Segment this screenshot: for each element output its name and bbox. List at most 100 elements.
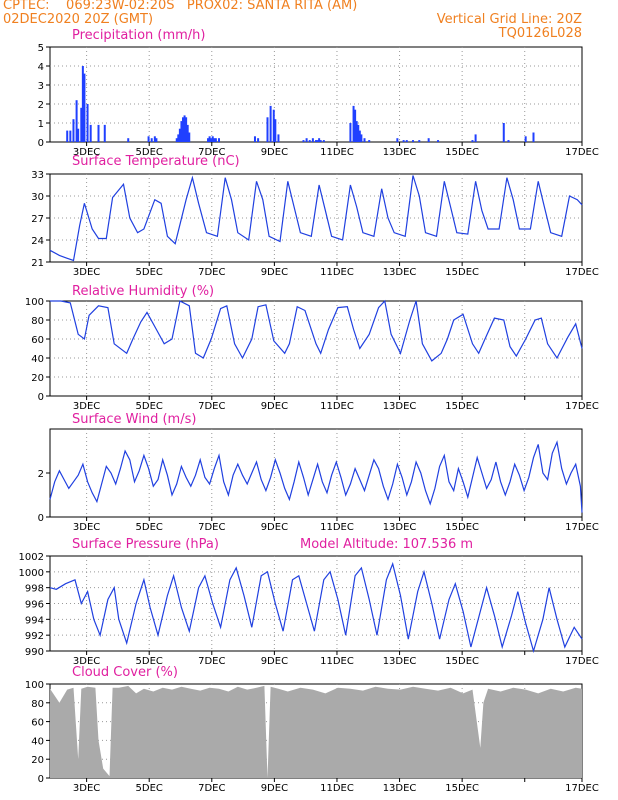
y-tick-label: 0: [38, 513, 44, 524]
precip-bar: [360, 134, 363, 142]
y-tick-label: 40: [31, 736, 44, 747]
precip-bar: [274, 119, 277, 142]
x-tick-label: 9DEC: [261, 783, 288, 794]
x-tick-label: 3DEC: [73, 783, 100, 794]
precip-bar: [80, 107, 83, 142]
precip-bar: [315, 140, 317, 142]
precip-bar: [86, 104, 89, 142]
x-tick-label: 7DEC: [198, 147, 225, 158]
precip-bar: [89, 124, 92, 142]
precip-bar: [103, 124, 106, 142]
x-tick-label: 9DEC: [261, 656, 288, 667]
precip-bar: [77, 128, 80, 142]
precip-bar: [322, 140, 325, 142]
x-tick-label: 3DEC: [73, 401, 100, 412]
x-tick-label: 13DEC: [383, 783, 417, 794]
panel-title: Surface Temperature (nC): [72, 154, 240, 169]
precip-bar: [308, 140, 311, 142]
x-tick-label: 13DEC: [383, 522, 417, 533]
y-tick-label: 990: [25, 647, 44, 658]
x-tick-label: 3DEC: [73, 267, 100, 278]
x-tick-label: 11DEC: [320, 401, 354, 412]
precip-bar: [150, 138, 153, 142]
x-tick-label: 13DEC: [383, 656, 417, 667]
x-tick-label: 13DEC: [383, 147, 417, 158]
precip-bar: [257, 138, 260, 142]
header-init-time: 02DEC2020 20Z (GMT): [3, 12, 154, 27]
x-tick-label: 7DEC: [198, 401, 225, 412]
x-tick-label: 9DEC: [261, 147, 288, 158]
precip-bar: [214, 138, 217, 142]
y-tick-label: 0: [38, 138, 44, 149]
precip-bar: [180, 121, 183, 142]
panel-title: Relative Humidity (%): [72, 284, 214, 299]
x-tick-label: 3DEC: [73, 522, 100, 533]
y-tick-label: 992: [25, 631, 44, 642]
precip-bar: [368, 140, 371, 142]
y-tick-label: 27: [31, 214, 44, 225]
x-tick-label: 11DEC: [320, 522, 354, 533]
precip-bar: [354, 109, 357, 142]
y-tick-label: 100: [25, 680, 44, 691]
x-tick-label: 17DEC: [565, 783, 599, 794]
precip-bar: [349, 123, 352, 142]
x-tick-label: 17DEC: [565, 656, 599, 667]
x-tick-label: 5DEC: [136, 147, 163, 158]
precip-bar: [175, 138, 178, 142]
precip-bar: [155, 138, 158, 142]
precip-bar: [69, 130, 72, 142]
precip-bar: [177, 134, 180, 142]
y-tick-label: 0: [38, 392, 44, 403]
precip-bar: [66, 130, 69, 142]
y-tick-label: 20: [31, 373, 44, 384]
precip-bar: [318, 138, 321, 142]
panel-title: Cloud Cover (%): [72, 665, 178, 680]
header-model-code: TQ0126L028: [498, 26, 582, 41]
x-tick-label: 9DEC: [261, 267, 288, 278]
y-tick-label: 2: [38, 469, 44, 480]
precip-bar: [437, 140, 440, 142]
y-tick-label: 40: [31, 354, 44, 365]
precip-bar: [405, 140, 408, 142]
precip-bar: [319, 140, 322, 142]
x-tick-label: 15DEC: [445, 267, 479, 278]
precip-bar: [83, 73, 86, 142]
precip-bar: [471, 140, 474, 142]
precip-bar: [72, 119, 75, 142]
precip-bar: [402, 140, 405, 142]
precip-bar: [418, 140, 421, 142]
panel-subtitle: Model Altitude: 107.536 m: [300, 537, 473, 552]
x-tick-label: 15DEC: [445, 147, 479, 158]
precip-bar: [355, 121, 358, 142]
x-tick-label: 15DEC: [445, 522, 479, 533]
x-tick-label: 17DEC: [565, 267, 599, 278]
precip-bar: [147, 136, 150, 142]
precip-bar: [272, 109, 275, 142]
x-tick-label: 17DEC: [565, 401, 599, 412]
x-tick-label: 5DEC: [136, 656, 163, 667]
y-tick-label: 80: [31, 699, 44, 710]
x-tick-label: 3DEC: [73, 656, 100, 667]
y-tick-label: 33: [31, 170, 44, 181]
series-line: [49, 440, 583, 513]
x-tick-label: 3DEC: [73, 147, 100, 158]
x-tick-label: 11DEC: [320, 267, 354, 278]
panel-frame: [49, 46, 583, 143]
x-tick-label: 11DEC: [320, 783, 354, 794]
precip-bar: [182, 117, 184, 142]
precip-bar: [412, 140, 415, 142]
precip-bar: [127, 138, 130, 142]
series-line: [49, 175, 583, 262]
x-tick-label: 7DEC: [198, 783, 225, 794]
y-tick-label: 1000: [19, 568, 44, 579]
x-tick-label: 5DEC: [136, 783, 163, 794]
precip-bar: [186, 124, 189, 142]
precip-bar: [178, 128, 181, 142]
y-tick-label: 2: [38, 100, 44, 111]
precip-bar: [357, 124, 360, 142]
panel-title: Precipitation (mm/h): [72, 28, 205, 43]
x-tick-label: 5DEC: [136, 401, 163, 412]
x-tick-label: 7DEC: [198, 656, 225, 667]
y-tick-label: 4: [38, 62, 44, 73]
x-tick-label: 11DEC: [320, 147, 354, 158]
